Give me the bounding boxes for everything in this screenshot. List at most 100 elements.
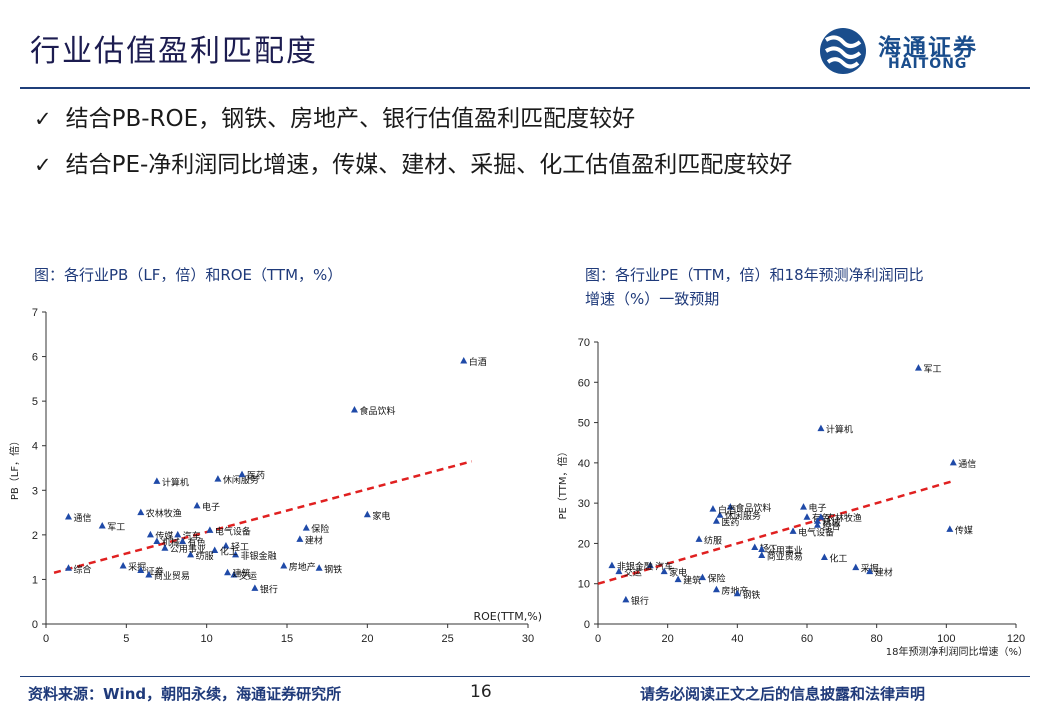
data-point-label: 非银金融 (241, 550, 277, 562)
data-point-marker (758, 551, 766, 559)
data-point-marker (622, 595, 630, 603)
data-point-label: 综合 (822, 520, 840, 532)
x-axis-title: ROE(TTM,%) (473, 610, 542, 623)
data-point-label: 银行 (631, 595, 649, 607)
data-point-marker (820, 553, 828, 561)
data-point-marker (800, 503, 808, 510)
data-point-marker (726, 503, 734, 510)
data-point-label: 钢铁 (324, 563, 342, 575)
data-point-label: 银行 (260, 583, 278, 595)
data-point-label: 钢铁 (742, 589, 760, 601)
x-tick-label: 60 (801, 633, 813, 645)
data-point-marker (646, 561, 654, 569)
data-point-label: 建材 (875, 567, 893, 579)
data-point-marker (789, 527, 797, 534)
charts-canvas: 0 5 10 15 20 25 30 0 1 2 3 4 5 6 7 PB（LF，倍） ROE(TTM,%) 白酒… (8, 307, 1028, 658)
data-point-marker (187, 550, 195, 558)
data-point-label: 商业贸易 (154, 570, 190, 582)
key-points-list: ✓ 结合PB-ROE，钢铁、房地产、银行估值盈利匹配度较好 ✓ 结合PE-净利润同比… (34, 96, 792, 188)
data-point-marker (803, 513, 811, 520)
data-point-label: 食品饮料 (735, 502, 771, 514)
data-point-marker (712, 585, 720, 593)
data-point-marker (716, 511, 724, 518)
data-point-marker (350, 406, 358, 413)
data-point-marker (224, 568, 232, 576)
data-point-label: 纺服 (704, 534, 722, 546)
data-point-label: 采掘 (128, 561, 146, 573)
footer-divider (20, 676, 1030, 677)
data-point-marker (813, 517, 821, 524)
y-tick-label: 50 (578, 418, 590, 430)
x-tick-label: 100 (937, 633, 955, 645)
y-axis-title: PB（LF，倍） (8, 436, 21, 500)
data-point-marker (914, 364, 922, 371)
data-point-marker (660, 567, 668, 575)
trend-line (597, 479, 954, 585)
title-divider (20, 87, 1030, 89)
data-point-marker (758, 545, 766, 552)
y-tick-label: 10 (578, 579, 590, 591)
data-point-label: 军工 (923, 364, 941, 375)
data-point-label: 房地产 (721, 585, 748, 597)
data-point-label: 通信 (73, 512, 91, 524)
data-point-marker (949, 458, 957, 466)
data-point-marker (315, 564, 323, 571)
key-point: ✓ 结合PE-净利润同比增速，传媒、建材、采掘、化工估值盈利匹配度较好 (34, 142, 792, 188)
data-point-marker (733, 589, 741, 597)
data-point-label: 农林牧渔 (146, 508, 182, 520)
figure-caption-pb-roe: 图：各行业PB（LF，倍）和ROE（TTM，%） (34, 266, 343, 284)
y-tick-label: 0 (584, 619, 590, 631)
data-point-marker (145, 570, 153, 578)
y-tick-label: 30 (578, 498, 590, 510)
check-icon: ✓ (34, 153, 52, 177)
data-point-marker (161, 544, 169, 551)
data-point-marker (251, 584, 259, 591)
data-point-marker (137, 566, 145, 574)
data-point-marker (946, 525, 954, 532)
data-point-label: 保险 (708, 573, 726, 585)
data-point-label: 家电 (372, 510, 390, 522)
x-tick-label: 40 (731, 633, 743, 645)
data-point-marker (751, 543, 759, 550)
data-point-marker (174, 530, 182, 538)
data-point-marker (852, 563, 860, 571)
check-icon: ✓ (34, 107, 52, 131)
y-tick-label: 70 (578, 337, 590, 349)
data-point-label: 家电 (669, 567, 687, 579)
data-point-label: 电子 (809, 502, 827, 514)
data-point-marker (460, 357, 468, 364)
data-point-label: 计算机 (826, 424, 853, 436)
data-point-label: 机械 (822, 516, 840, 528)
x-tick-label: 0 (595, 633, 601, 645)
data-point-marker (695, 535, 703, 542)
x-tick-label: 20 (361, 633, 373, 645)
data-point-label: 传媒 (955, 524, 973, 536)
data-point-marker (98, 521, 106, 529)
data-point-label: 白酒 (469, 356, 487, 368)
data-point-label: 纺服 (196, 550, 214, 562)
data-point-label: 白酒 (718, 504, 736, 516)
data-point-marker (608, 561, 616, 569)
scatter-chart-1: 0 5 10 15 20 25 30 0 1 2 3 4 5 6 7 PB（LF，倍） ROE(TTM,%) 白酒… (8, 307, 542, 645)
x-tick-label: 30 (522, 633, 534, 645)
data-point-marker (137, 508, 145, 516)
data-point-label: 机械 (162, 537, 180, 549)
data-point-marker (817, 513, 825, 520)
data-point-label: 公用事业 (170, 543, 206, 555)
data-point-label: 休闲服务 (223, 474, 259, 486)
haitong-logo: 海通证券 HAITONG (818, 26, 1018, 76)
trend-line (53, 460, 473, 574)
data-point-marker (712, 517, 720, 524)
data-point-marker (813, 521, 821, 528)
data-point-label: 综合 (73, 563, 91, 575)
y-tick-label: 60 (578, 377, 590, 389)
footer-source: 资料来源：Wind，朝阳永续，海通证券研究所 (28, 685, 342, 703)
x-tick-label: 80 (871, 633, 883, 645)
haitong-emblem-icon (820, 28, 866, 74)
y-tick-label: 5 (32, 396, 38, 408)
y-tick-label: 0 (32, 619, 38, 631)
data-point-label: 汽车 (183, 530, 201, 542)
data-point-marker (363, 510, 371, 518)
data-point-label: 建筑 (683, 575, 701, 587)
data-point-label: 医药 (247, 471, 265, 482)
